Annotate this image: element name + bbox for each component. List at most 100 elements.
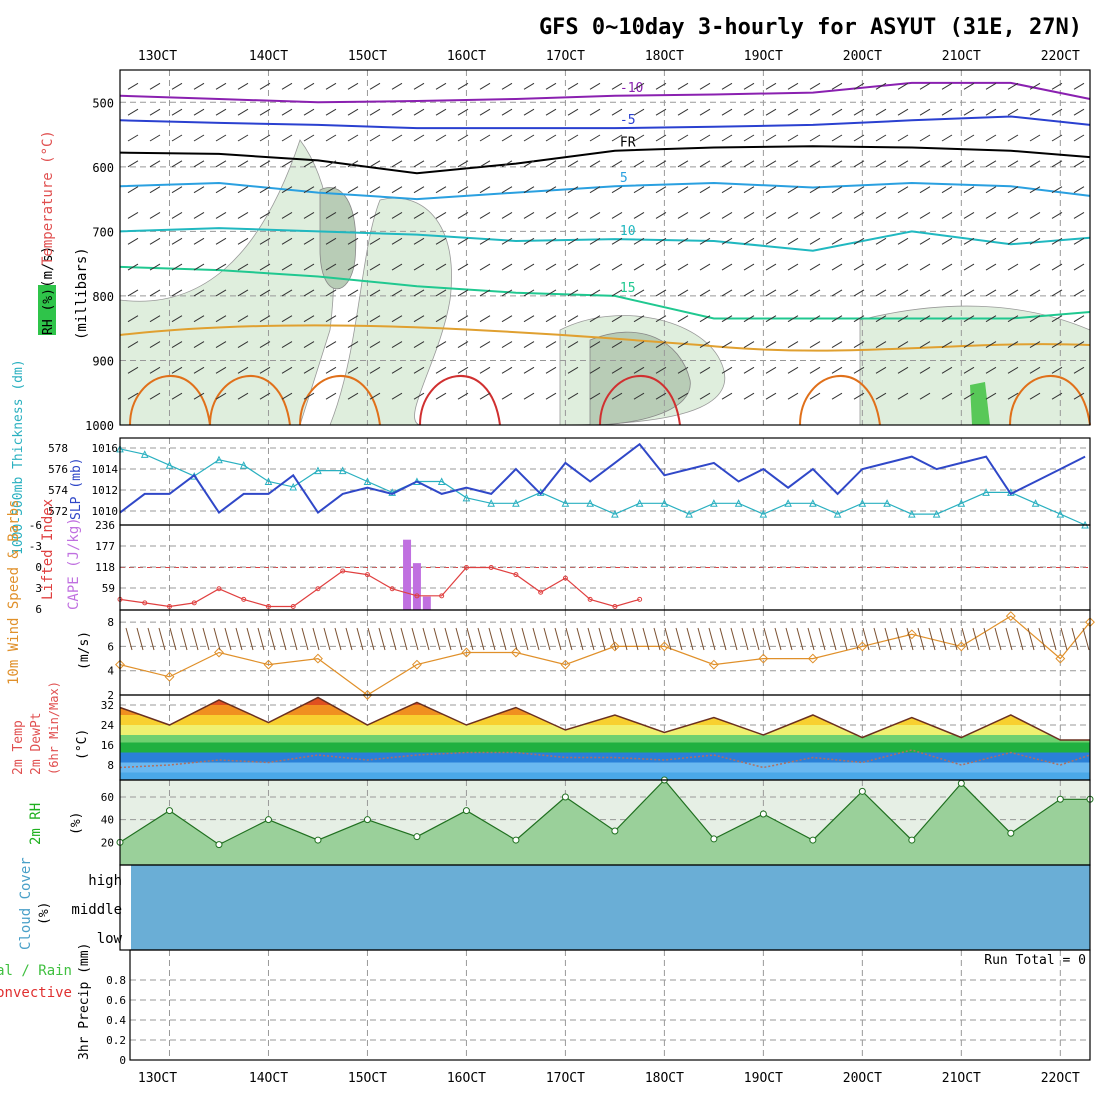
wind-barb [985,341,997,348]
wind-barb [325,366,337,374]
wind-barb [611,366,623,374]
wind10-point [362,690,373,700]
wind-barb [413,341,425,348]
wind-barb [1073,212,1085,219]
wind-barb [589,134,601,142]
rh2m-point [957,779,965,787]
wind-barb [259,289,271,297]
isotherm-label: -10 [620,81,643,96]
wind-barb [127,392,139,400]
wind-barb [479,237,491,245]
precip-conv-label: Convective [0,985,72,1001]
wind10-barb [532,627,540,651]
thickness-point [710,499,718,507]
wind-barb [545,134,557,142]
temp-label-a: 2m Temp [11,720,26,775]
wind-barb [1029,366,1041,374]
wind-barb [633,315,645,323]
wind-barb [721,341,733,348]
wind-barb [501,82,513,90]
rh2m-point [908,836,916,844]
wind-barb [589,82,601,90]
wind-barb [853,237,865,245]
wind-barb [237,341,249,348]
wind10-point [263,659,274,670]
wind-barb [655,392,667,400]
wind-barb [1051,341,1063,348]
wind10-barb [653,627,661,651]
wind-barb [281,237,293,245]
wind-barb [721,263,733,271]
wind-barb [171,160,183,168]
wind-barb [787,212,799,219]
wind-barb [149,134,161,142]
wind-barb [1029,186,1041,194]
wind-barb [567,341,579,348]
y-tick-pressure: 900 [92,354,114,368]
wind-barb [413,366,425,374]
wind-barb [237,315,249,323]
wind-barb [765,134,777,142]
wind10-barb [235,627,243,651]
wind10-point [461,647,472,658]
y-tick-pressure: 800 [92,290,114,304]
wind-barb [413,237,425,245]
wind-barb [567,392,579,400]
wind-barb [655,263,667,271]
wind-barb [831,263,843,271]
wind-barb [435,263,447,271]
wind-barb [435,108,447,116]
y-tick-lifted: -3 [29,540,42,553]
wind-barb [391,160,403,168]
wind-barb [875,134,887,142]
wind-barb [743,108,755,116]
wind-barb [215,289,227,297]
wind-barb [1029,289,1041,297]
wind10-barb [345,627,353,651]
wind-barb [743,186,755,194]
wind-barb [1007,341,1019,348]
thickness-point [734,499,743,507]
wind-barb [281,392,293,400]
wind10-barb [884,627,892,651]
wind10-unit: (m/s) [77,631,92,670]
wind-barb [589,315,601,323]
wind-barb [435,341,447,348]
wind-barb [699,289,711,297]
wind-barb [787,315,799,323]
wind-barb [611,289,623,297]
wind-barb [875,341,887,348]
wind-barb [809,289,821,297]
wind-barb [303,341,315,348]
wind-barb [919,134,931,142]
wind-barb [501,341,513,348]
wind-barb [633,237,645,245]
wind-barb [831,315,843,323]
rh-shading-high [970,382,990,425]
wind-barb [193,108,205,116]
wind-barb [963,186,975,194]
wind-barb [897,186,909,194]
wind-barb [1029,212,1041,219]
wind-barb [567,186,579,194]
wind10-barb [785,627,793,651]
wind-barb [435,315,447,323]
wind-barb [919,289,931,297]
wind-barb [391,392,403,400]
x-tick-label-bottom: 21OCT [942,1071,981,1086]
wind-barb [193,315,205,323]
wind-barb [391,82,403,90]
wind-barb [193,237,205,245]
wind10-point [164,671,175,682]
wind-barb [259,366,271,374]
upper-label-rh: RH (%) [41,288,56,335]
wind-barb [611,237,623,245]
wind-barb [743,366,755,374]
wind-barb [963,237,975,245]
wind-barb [963,289,975,297]
wind-barb [523,366,535,374]
wind-barb [721,82,733,90]
wind10-label: 10m Wind Speed & Barbs [6,500,22,685]
thickness-point [660,499,669,507]
